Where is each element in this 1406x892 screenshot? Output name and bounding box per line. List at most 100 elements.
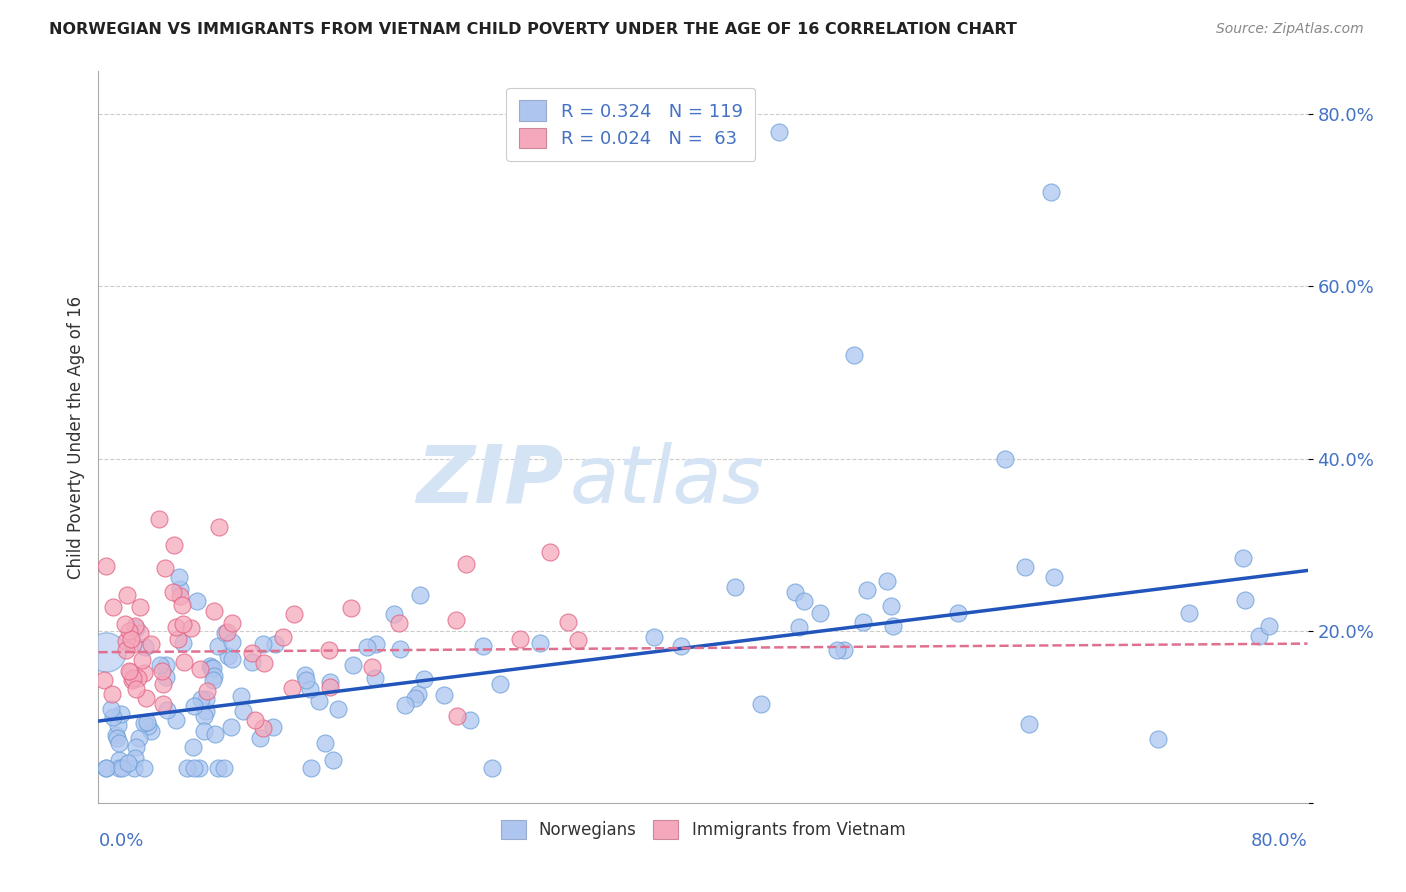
Point — [108, 754, 131, 768]
Point — [172, 617, 194, 632]
Point — [1258, 618, 1281, 632]
Point — [262, 721, 284, 735]
Point — [105, 728, 128, 742]
Point — [120, 665, 142, 679]
Point — [107, 736, 129, 750]
Point — [165, 620, 187, 634]
Point — [176, 761, 198, 775]
Point — [356, 640, 378, 654]
Point — [190, 692, 212, 706]
Point — [388, 616, 411, 631]
Point — [152, 697, 174, 711]
Point — [263, 637, 285, 651]
Point — [100, 702, 122, 716]
Point — [193, 723, 215, 738]
Point — [94, 559, 117, 574]
Point — [567, 633, 589, 648]
Point — [155, 670, 177, 684]
Point — [856, 582, 879, 597]
Point — [787, 620, 810, 634]
Point — [111, 761, 134, 775]
Point — [242, 655, 264, 669]
Point — [481, 761, 503, 775]
Point — [882, 618, 904, 632]
Point — [308, 694, 330, 708]
Point — [361, 660, 384, 674]
Point — [148, 512, 170, 526]
Text: ZIP: ZIP — [416, 442, 564, 520]
Point — [115, 643, 138, 657]
Point — [135, 690, 157, 705]
Point — [181, 739, 204, 754]
Point — [1146, 731, 1168, 746]
Point — [1039, 185, 1062, 199]
Point — [124, 682, 146, 697]
Point — [202, 661, 225, 675]
Point — [186, 594, 208, 608]
Point — [994, 451, 1017, 466]
Point — [295, 673, 318, 687]
Point — [125, 621, 148, 635]
Point — [328, 702, 350, 716]
Point — [880, 599, 903, 613]
Point — [538, 545, 561, 559]
Point — [406, 687, 429, 701]
Legend: Norwegians, Immigrants from Vietnam: Norwegians, Immigrants from Vietnam — [494, 814, 912, 846]
Point — [134, 716, 156, 731]
Point — [409, 588, 432, 602]
Point — [852, 615, 875, 629]
Point — [173, 656, 195, 670]
Point — [202, 669, 225, 683]
Point — [217, 649, 239, 664]
Point — [509, 632, 531, 646]
Point — [433, 688, 456, 702]
Point — [319, 680, 342, 694]
Point — [322, 753, 344, 767]
Point — [152, 677, 174, 691]
Point — [165, 713, 187, 727]
Point — [253, 657, 276, 671]
Point — [221, 635, 243, 649]
Point — [240, 646, 263, 660]
Point — [1249, 629, 1271, 643]
Point — [134, 761, 156, 775]
Point — [120, 632, 142, 646]
Point — [454, 557, 477, 571]
Point — [183, 699, 205, 714]
Point — [212, 761, 235, 775]
Point — [751, 697, 773, 711]
Point — [188, 761, 211, 775]
Text: atlas: atlas — [569, 442, 765, 520]
Point — [204, 726, 226, 740]
Point — [252, 637, 274, 651]
Point — [364, 637, 387, 651]
Point — [249, 731, 271, 746]
Point — [194, 692, 217, 706]
Y-axis label: Child Poverty Under the Age of 16: Child Poverty Under the Age of 16 — [66, 295, 84, 579]
Point — [150, 665, 173, 679]
Point — [124, 619, 146, 633]
Point — [1177, 606, 1199, 620]
Point — [131, 653, 153, 667]
Point — [114, 617, 136, 632]
Point — [472, 639, 495, 653]
Point — [115, 634, 138, 648]
Point — [215, 625, 238, 640]
Point — [155, 561, 177, 575]
Point — [488, 677, 510, 691]
Point — [1018, 716, 1040, 731]
Point — [162, 585, 184, 599]
Point — [444, 613, 467, 627]
Point — [413, 672, 436, 686]
Point — [107, 718, 129, 732]
Point — [844, 348, 866, 362]
Point — [122, 637, 145, 651]
Point — [195, 684, 218, 698]
Point — [94, 761, 117, 775]
Point — [299, 761, 322, 775]
Point — [643, 630, 665, 644]
Point — [340, 601, 363, 615]
Point — [669, 639, 692, 653]
Point — [125, 740, 148, 755]
Point — [183, 761, 205, 775]
